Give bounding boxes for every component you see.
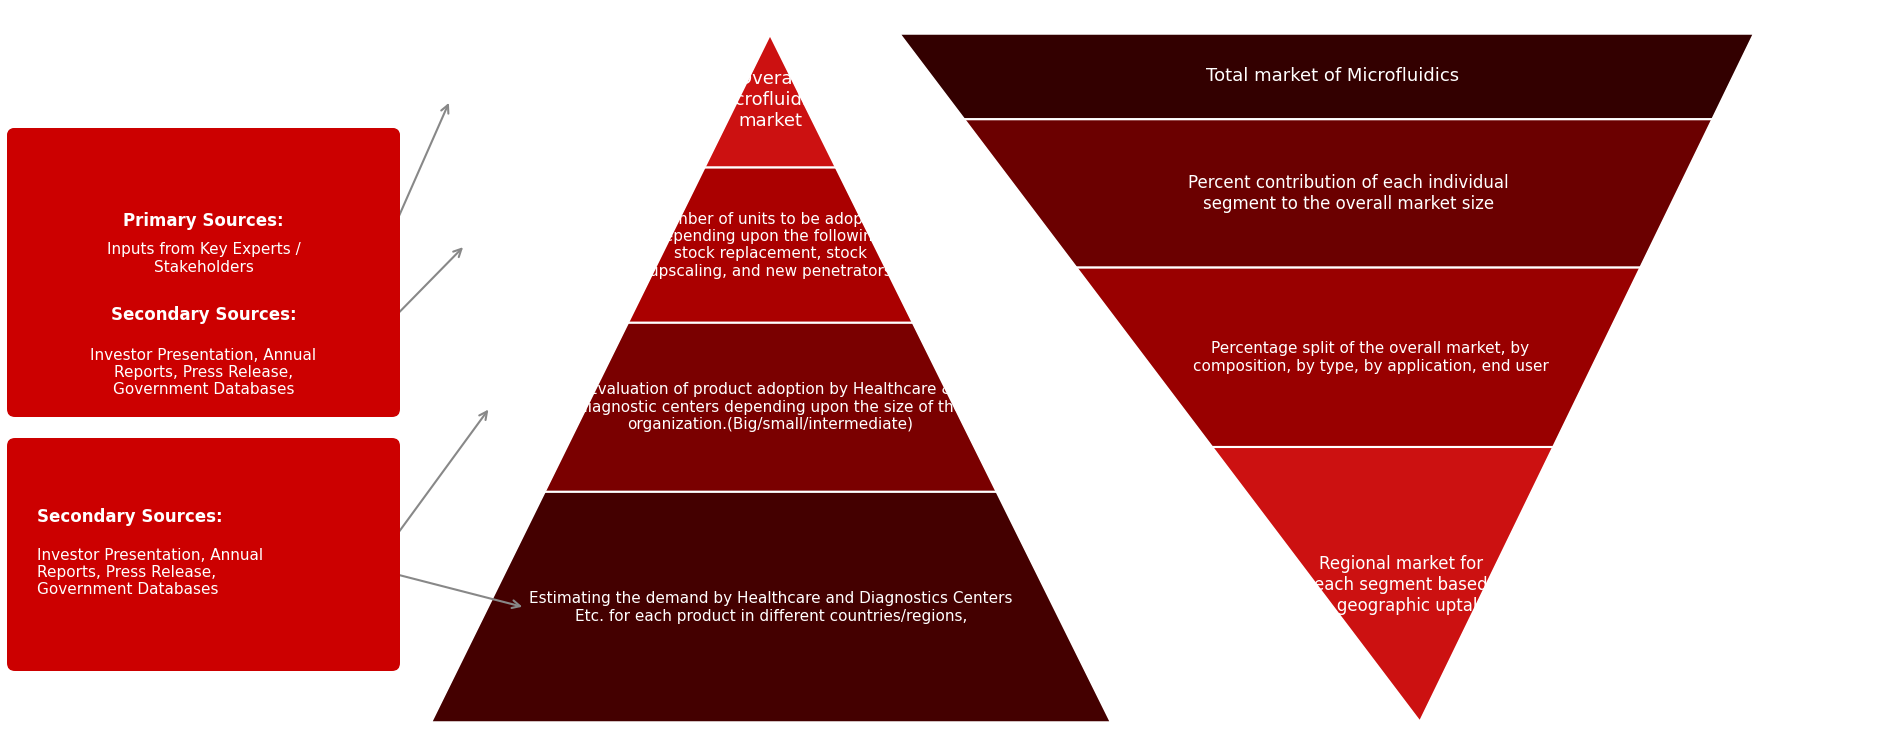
Polygon shape <box>627 167 914 323</box>
Text: Investor Presentation, Annual
Reports, Press Release,
Government Databases: Investor Presentation, Annual Reports, P… <box>91 348 316 397</box>
Text: Inputs from Key Experts /
Stakeholders: Inputs from Key Experts / Stakeholders <box>106 243 301 275</box>
Text: Regional market for
each segment based
on geographic uptake: Regional market for each segment based o… <box>1310 555 1492 615</box>
Text: Evaluation of product adoption by Healthcare &
diagnostic centers depending upon: Evaluation of product adoption by Health… <box>577 382 964 433</box>
Text: Total market of Microfluidics: Total market of Microfluidics <box>1206 67 1460 85</box>
Text: Secondary Sources:: Secondary Sources: <box>110 306 297 324</box>
Polygon shape <box>1075 267 1641 447</box>
FancyBboxPatch shape <box>8 128 399 281</box>
Polygon shape <box>543 323 998 492</box>
Text: Primary Sources:: Primary Sources: <box>123 212 284 230</box>
Polygon shape <box>704 33 837 167</box>
Text: Overall
Microfluidics
market: Overall Microfluidics market <box>714 71 825 130</box>
Polygon shape <box>430 492 1111 723</box>
Polygon shape <box>897 33 1755 119</box>
Text: Number of units to be adopted
depending upon the following,
stock replacement, s: Number of units to be adopted depending … <box>649 212 892 279</box>
Text: Percent contribution of each individual
segment to the overall market size: Percent contribution of each individual … <box>1189 174 1509 213</box>
Text: Percentage split of the overall market, by
composition, by type, by application,: Percentage split of the overall market, … <box>1193 341 1548 373</box>
Text: Investor Presentation, Annual
Reports, Press Release,
Government Databases: Investor Presentation, Annual Reports, P… <box>38 547 263 597</box>
FancyBboxPatch shape <box>8 438 399 671</box>
Text: Secondary Sources:: Secondary Sources: <box>38 508 223 526</box>
FancyBboxPatch shape <box>8 128 399 417</box>
Polygon shape <box>964 119 1713 267</box>
Text: Estimating the demand by Healthcare and Diagnostics Centers
Etc. for each produc: Estimating the demand by Healthcare and … <box>528 591 1013 623</box>
Polygon shape <box>1212 447 1554 723</box>
